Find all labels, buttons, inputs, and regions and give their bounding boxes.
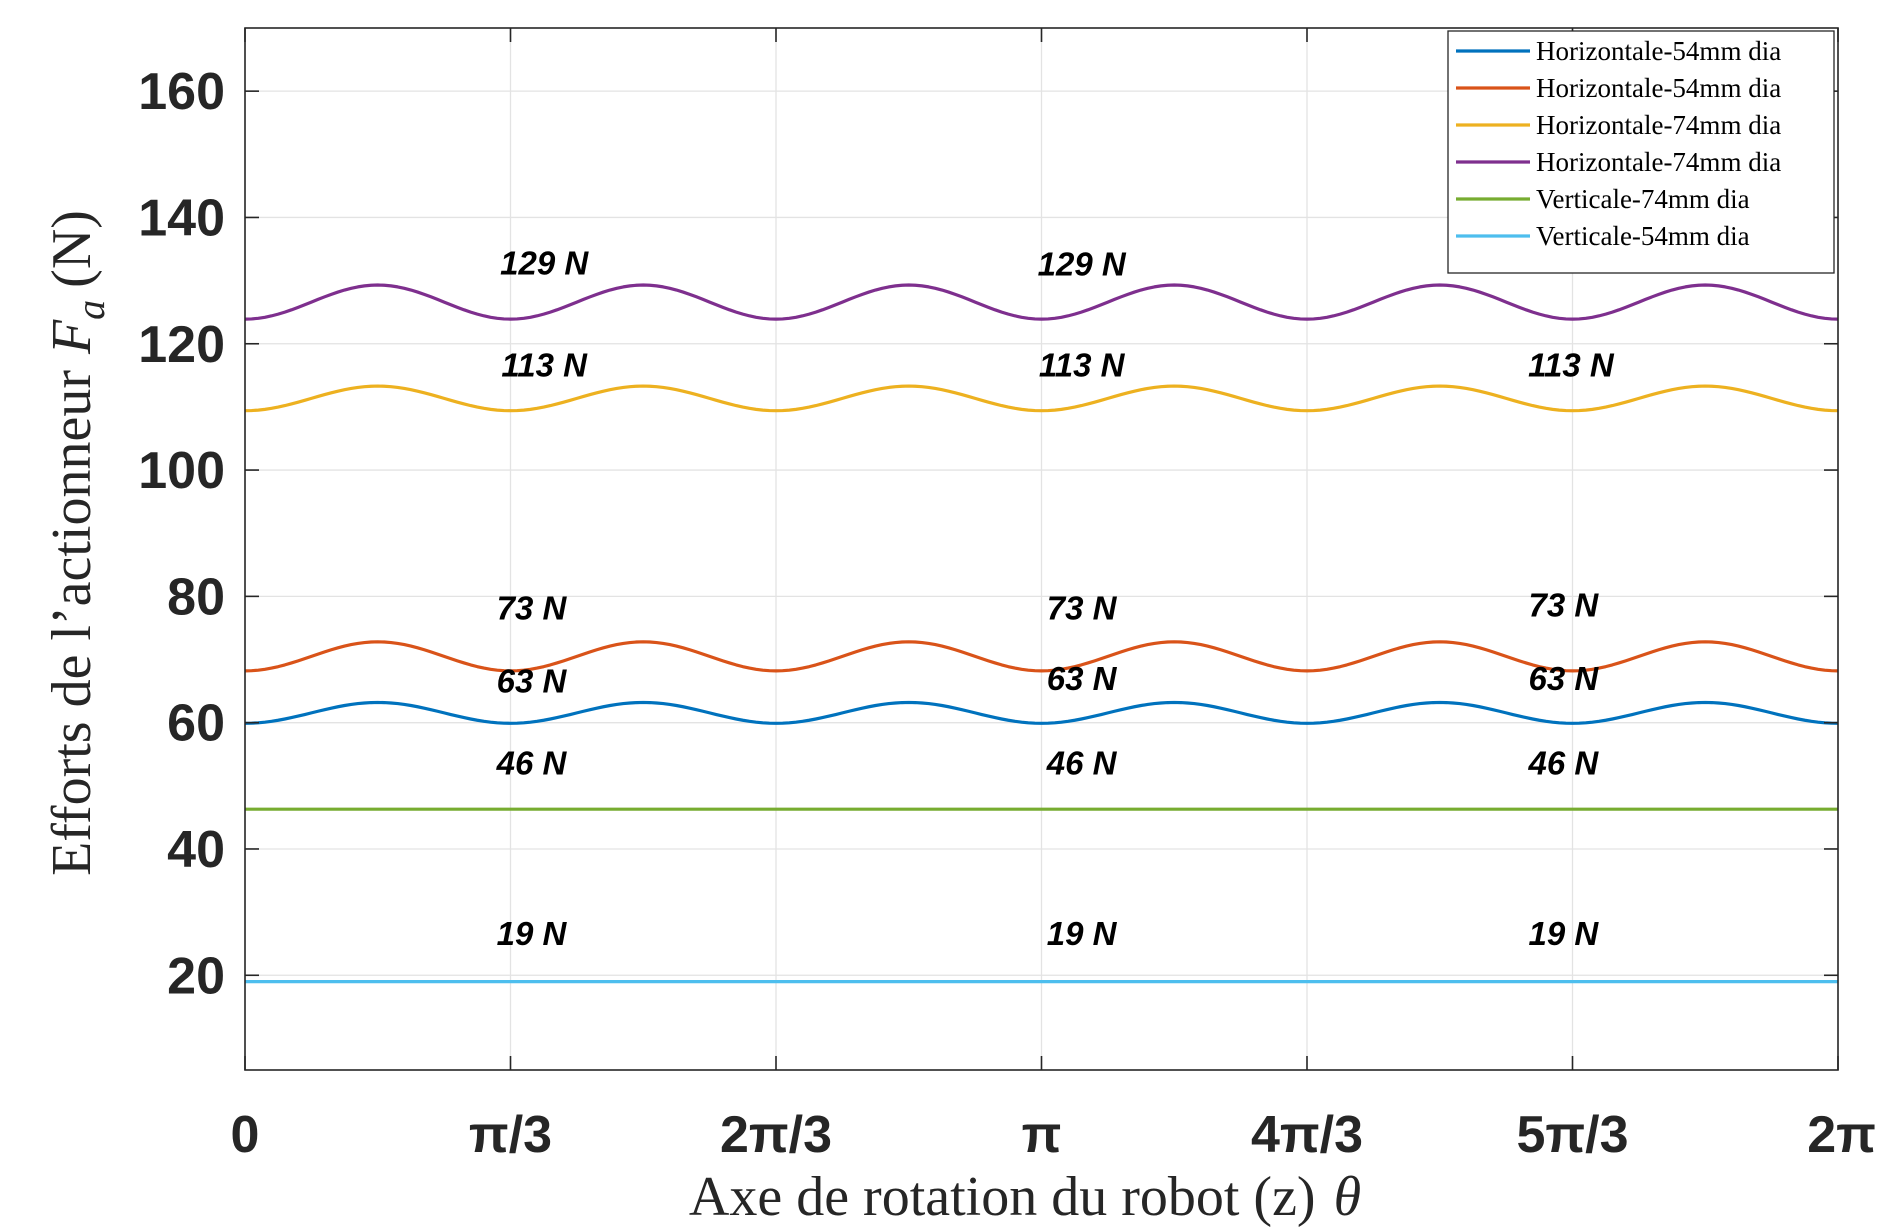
series-lines: [244, 283, 1839, 984]
value-annotation: 113 N: [501, 347, 588, 384]
x-axis-title-text: Axe de rotation du robot (z): [689, 1166, 1316, 1228]
y-axis-title-subscript: a: [68, 300, 113, 320]
y-tick-labels: 20 40 60 80 100 120 140 160: [138, 63, 225, 1005]
x-tick-labels: 0 π/3 2π/3 π 4π/3 5π/3 2π: [231, 1106, 1876, 1164]
series-line-2: [244, 640, 1839, 673]
x-tick-label: 4π/3: [1251, 1106, 1363, 1164]
x-tick-label: π/3: [469, 1106, 552, 1164]
y-tick-label: 80: [167, 568, 225, 626]
value-annotation: 19 N: [497, 915, 568, 952]
y-axis-title-unit: (N): [41, 210, 103, 288]
value-annotation: 129 N: [500, 244, 589, 281]
y-axis-title: Efforts de l’actionneur Fa (N): [41, 210, 113, 876]
legend-entry: Horizontale-74mm dia: [1536, 147, 1781, 177]
y-tick-label: 20: [167, 947, 225, 1005]
y-axis-title-text: Efforts de l’actionneur: [41, 370, 103, 876]
value-annotation: 129 N: [1038, 246, 1127, 283]
x-axis-title: Axe de rotation du robot (z) θ: [689, 1166, 1361, 1228]
series-line-3: [244, 384, 1839, 413]
x-tick-label: 5π/3: [1516, 1106, 1628, 1164]
value-annotation: 113 N: [1528, 347, 1615, 384]
y-tick-label: 40: [167, 821, 225, 879]
value-annotation: 19 N: [1047, 915, 1118, 952]
value-annotation: 46 N: [1528, 744, 1600, 781]
axis-ticks: [244, 28, 1839, 1070]
y-tick-label: 140: [138, 189, 225, 247]
legend-entry: Verticale-74mm dia: [1536, 184, 1750, 214]
y-tick-label: 120: [138, 316, 225, 374]
value-annotation: 19 N: [1529, 915, 1600, 952]
value-annotations: 129 N 129 N 113 N 113 N 113 N 73 N 73 N 73 N 63 …: [496, 244, 1615, 952]
y-tick-label: 160: [138, 63, 225, 121]
y-tick-label: 60: [167, 695, 225, 753]
value-annotation: 73 N: [1047, 590, 1118, 627]
value-annotation: 63 N: [497, 662, 568, 699]
legend-box: [1447, 30, 1835, 274]
legend-entry: Horizontale-74mm dia: [1536, 110, 1781, 140]
value-annotation: 113 N: [1039, 347, 1126, 384]
value-annotation: 46 N: [496, 744, 568, 781]
value-annotation: 63 N: [1529, 660, 1600, 697]
series-line-1: [244, 700, 1839, 725]
x-tick-label: π: [1022, 1106, 1062, 1164]
x-tick-label: 2π: [1807, 1106, 1876, 1164]
value-annotation: 63 N: [1047, 660, 1118, 697]
value-annotation: 73 N: [497, 590, 568, 627]
legend-entry: Horizontale-54mm dia: [1536, 36, 1781, 66]
legend: Horizontale-54mm dia Horizontale-54mm dia…: [1447, 30, 1835, 274]
series-line-4: [244, 283, 1839, 321]
legend-entry: Verticale-54mm dia: [1536, 221, 1750, 251]
y-tick-label: 100: [138, 442, 225, 500]
y-axis-title-symbol: F: [41, 319, 103, 355]
x-tick-label: 2π/3: [720, 1106, 832, 1164]
value-annotation: 73 N: [1529, 587, 1600, 624]
x-axis-title-symbol: θ: [1334, 1166, 1362, 1228]
x-tick-label: 0: [231, 1106, 260, 1164]
legend-entry: Horizontale-54mm dia: [1536, 73, 1781, 103]
value-annotation: 46 N: [1046, 744, 1118, 781]
